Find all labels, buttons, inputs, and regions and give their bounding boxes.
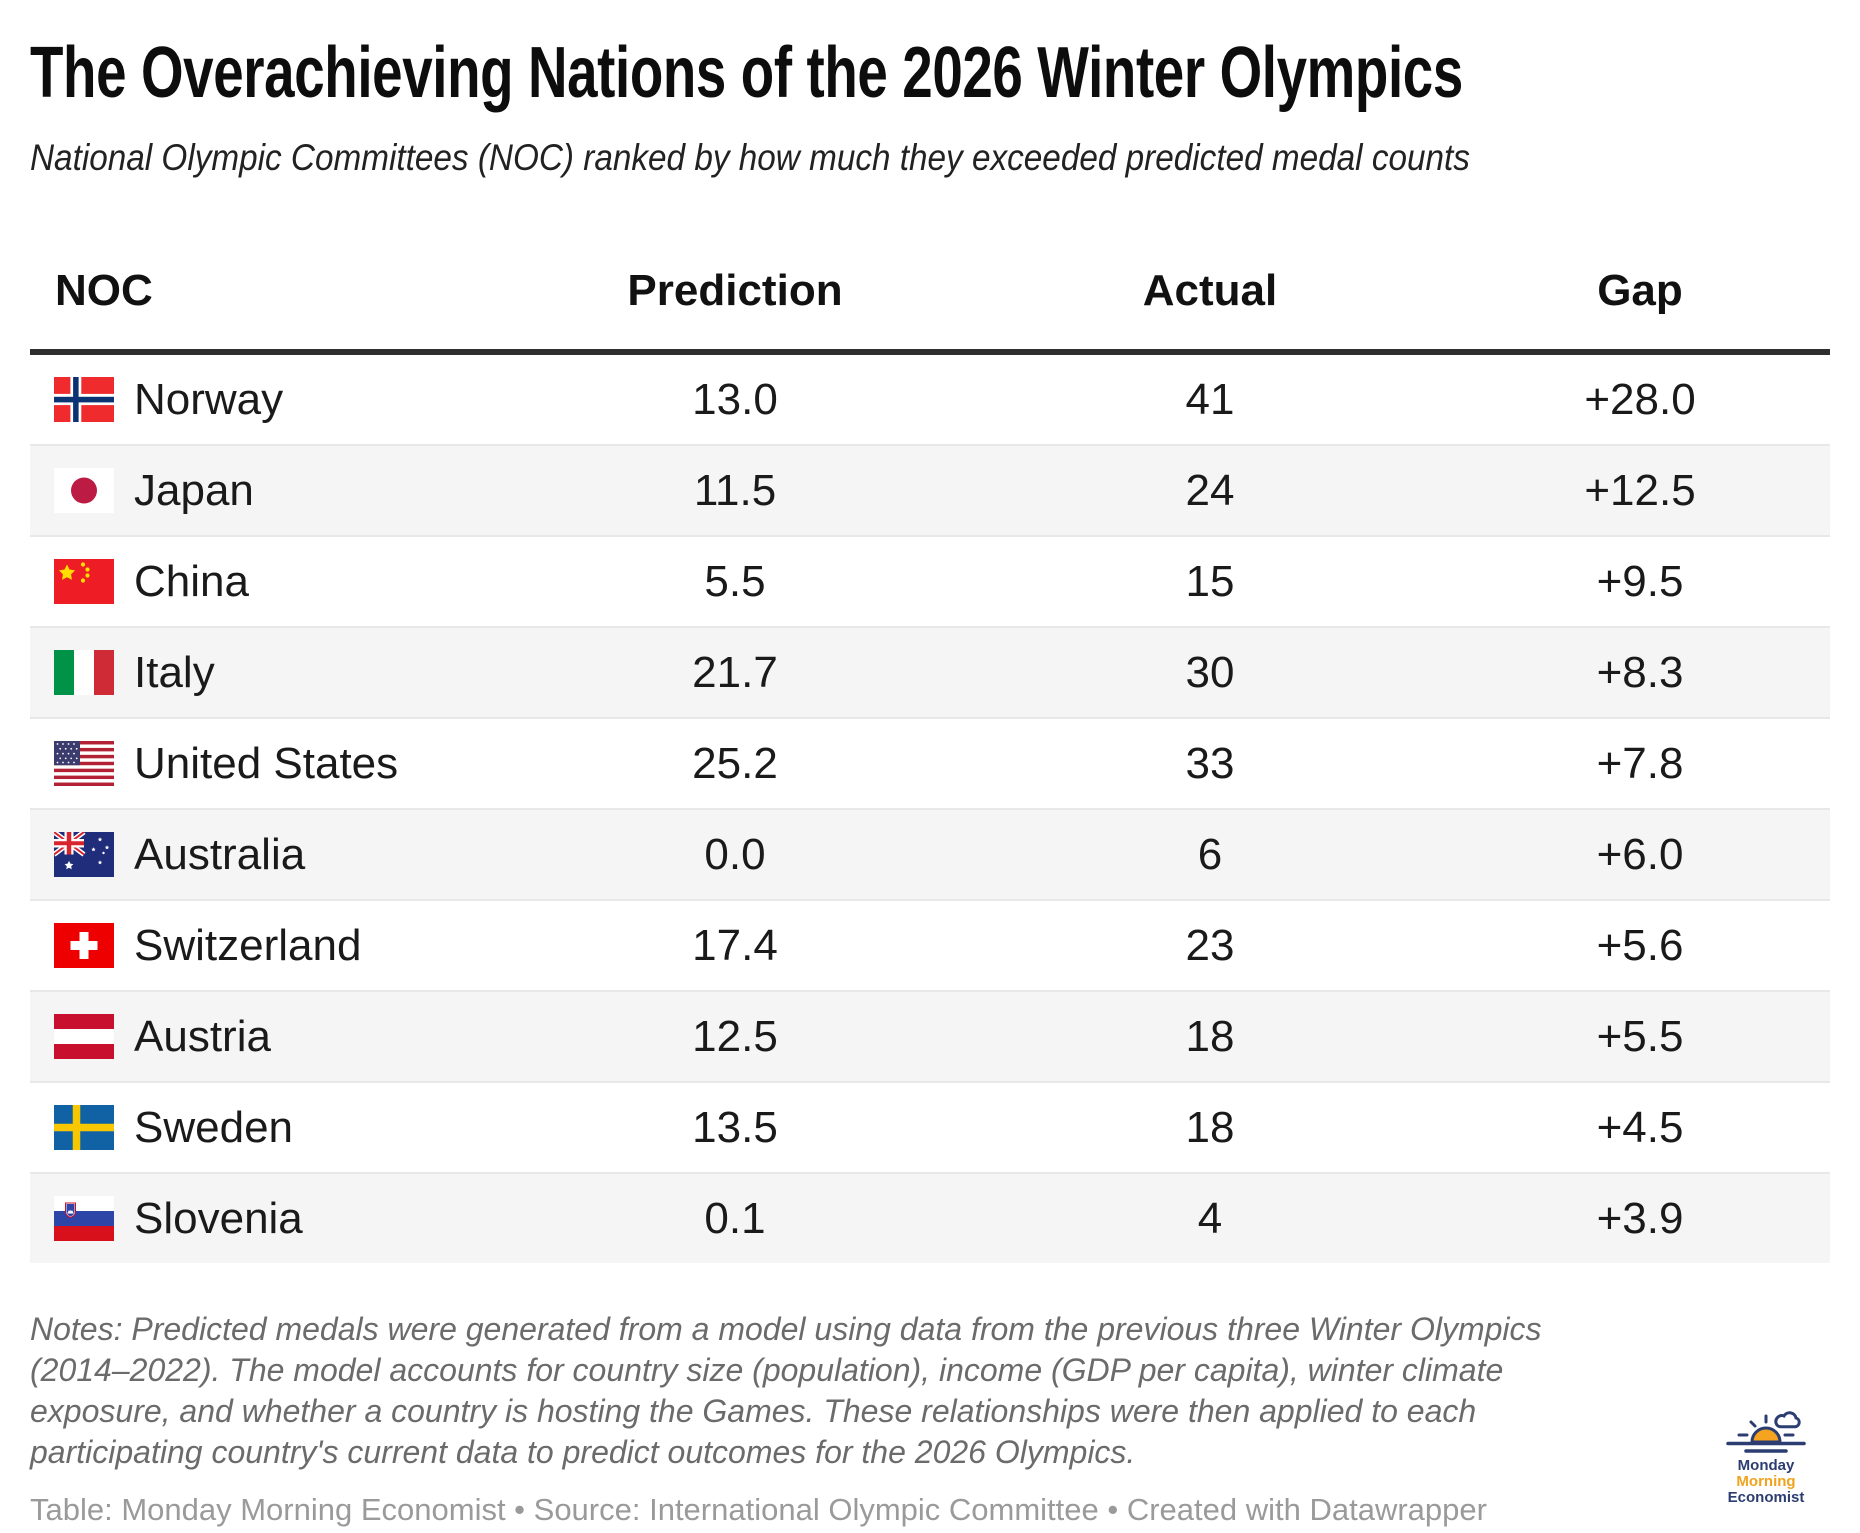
- table-row: Sweden 13.5 18 +4.5: [30, 1082, 1830, 1173]
- prediction-value: 12.5: [692, 1011, 778, 1061]
- table-row: United States 25.2 33 +7.8: [30, 718, 1830, 809]
- notes-text: Notes: Predicted medals were generated f…: [30, 1311, 1542, 1470]
- actual-value: 41: [1185, 374, 1235, 424]
- table-row: Italy 21.7 30 +8.3: [30, 627, 1830, 718]
- monday-morning-economist-logo: Monday Morning Economist: [1706, 1402, 1826, 1506]
- gap-value: +8.3: [1596, 647, 1684, 697]
- actual-value: 18: [1185, 1102, 1235, 1152]
- page-subtitle: National Olympic Committees (NOC) ranked…: [30, 137, 1470, 178]
- actual-value: 24: [1185, 465, 1235, 515]
- noc-name: Switzerland: [134, 920, 362, 970]
- column-header-actual: Actual: [970, 268, 1450, 355]
- actual-value: 33: [1185, 738, 1235, 788]
- prediction-value: 0.1: [704, 1193, 766, 1243]
- gap-value: +4.5: [1596, 1102, 1684, 1152]
- noc-name: Austria: [134, 1011, 271, 1061]
- united-states-flag-icon: [54, 741, 114, 786]
- actual-value: 4: [1197, 1193, 1223, 1243]
- gap-value: +3.9: [1596, 1193, 1684, 1243]
- actual-value: 23: [1185, 920, 1235, 970]
- column-header-noc: NOC: [30, 268, 500, 355]
- noc-name: China: [134, 556, 249, 606]
- actual-value: 30: [1185, 647, 1235, 697]
- table-row: Switzerland 17.4 23 +5.6: [30, 900, 1830, 991]
- china-flag-icon: [54, 559, 114, 604]
- logo-word-monday: Monday: [1737, 1457, 1795, 1474]
- gap-value: +9.5: [1596, 556, 1684, 606]
- noc-name: Sweden: [134, 1102, 294, 1152]
- actual-value: 6: [1197, 829, 1223, 879]
- column-header-prediction: Prediction: [500, 268, 970, 355]
- switzerland-flag-icon: [54, 923, 114, 968]
- australia-flag-icon: [54, 832, 114, 877]
- actual-value: 18: [1185, 1011, 1235, 1061]
- prediction-value: 0.0: [704, 829, 766, 879]
- norway-flag-icon: [54, 377, 114, 422]
- gap-value: +28.0: [1584, 374, 1696, 424]
- sweden-flag-icon: [54, 1105, 114, 1150]
- noc-name: Italy: [134, 647, 215, 697]
- noc-name: Slovenia: [134, 1193, 303, 1243]
- prediction-value: 17.4: [692, 920, 778, 970]
- prediction-value: 11.5: [693, 465, 777, 515]
- page-title: The Overachieving Nations of the 2026 Wi…: [30, 33, 1463, 113]
- prediction-value: 5.5: [704, 556, 766, 606]
- table-row: Norway 13.0 41 +28.0: [30, 352, 1830, 445]
- logo-word-morning: Morning: [1736, 1473, 1796, 1490]
- table-row: China 5.5 15 +9.5: [30, 536, 1830, 627]
- austria-flag-icon: [54, 1014, 114, 1059]
- gap-value: +5.6: [1596, 920, 1684, 970]
- column-header-gap: Gap: [1450, 268, 1830, 355]
- gap-value: +5.5: [1596, 1011, 1684, 1061]
- italy-flag-icon: [54, 650, 114, 695]
- sunrise-cloud-icon: [1724, 1402, 1808, 1458]
- slovenia-flag-icon: [54, 1196, 114, 1241]
- japan-flag-icon: [54, 468, 114, 513]
- table-row: Slovenia 0.1 4 +3.9: [30, 1173, 1830, 1263]
- actual-value: 15: [1185, 556, 1235, 606]
- table-row: Austria 12.5 18 +5.5: [30, 991, 1830, 1082]
- noc-name: Australia: [134, 829, 306, 879]
- prediction-value: 21.7: [692, 647, 778, 697]
- medals-table: NOC Prediction Actual Gap Norway 13.0 41…: [30, 268, 1830, 1263]
- footer-attribution: Table: Monday Morning Economist • Source…: [30, 1492, 1487, 1527]
- table-row: Australia 0.0 6 +6.0: [30, 809, 1830, 900]
- gap-value: +7.8: [1596, 738, 1684, 788]
- noc-name: Japan: [134, 465, 254, 515]
- noc-name: United States: [134, 738, 399, 788]
- logo-word-economist: Economist: [1727, 1489, 1805, 1506]
- table-row: Japan 11.5 24 +12.5: [30, 445, 1830, 536]
- gap-value: +12.5: [1584, 465, 1696, 515]
- prediction-value: 13.0: [692, 374, 778, 424]
- table-header: NOC Prediction Actual Gap: [30, 268, 1830, 355]
- prediction-value: 25.2: [692, 738, 778, 788]
- gap-value: +6.0: [1596, 829, 1684, 879]
- noc-name: Norway: [134, 374, 284, 424]
- prediction-value: 13.5: [692, 1102, 778, 1152]
